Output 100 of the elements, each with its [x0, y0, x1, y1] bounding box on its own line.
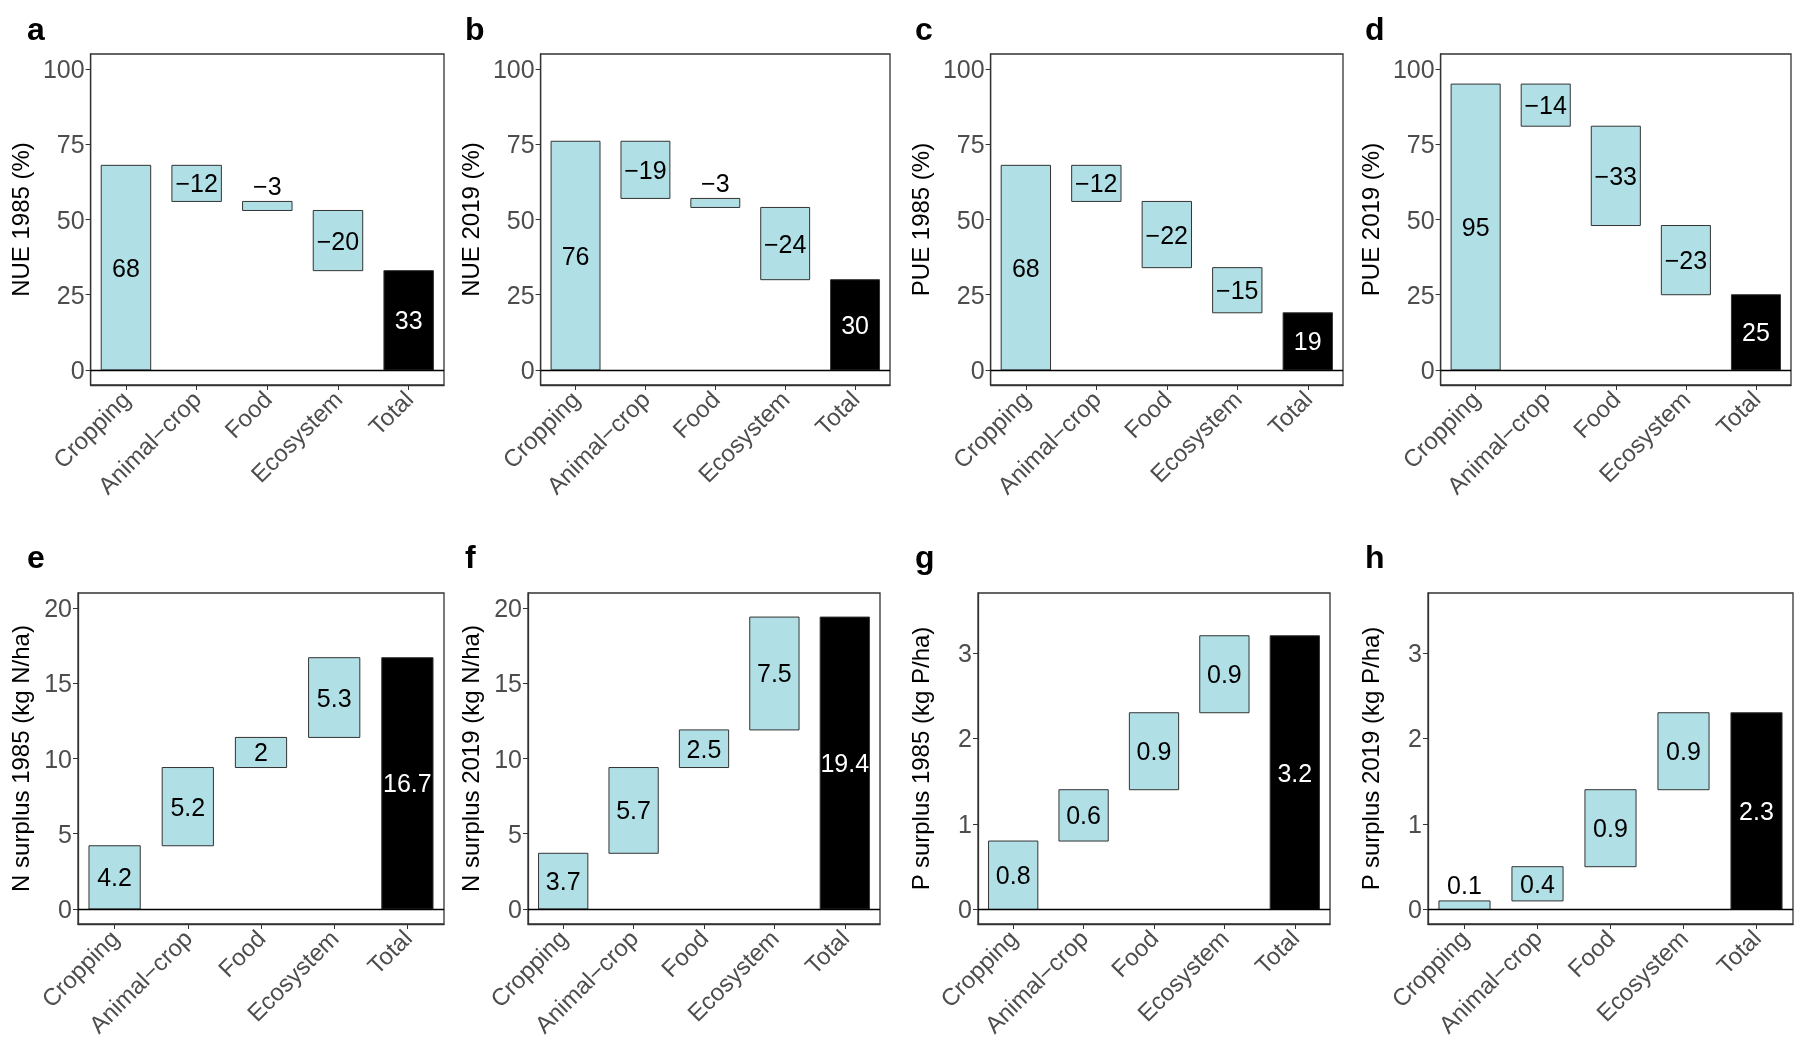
bar: [234, 736, 288, 769]
y-axis-title: NUE 1985 (%): [6, 142, 34, 297]
y-tick-label: 0: [1420, 355, 1435, 384]
y-axis-title: P surplus 2019 (kg P/ha): [1356, 626, 1384, 891]
y-tick-label: 0: [970, 355, 985, 384]
data-label: 25: [1742, 318, 1770, 347]
y-tick-label: 50: [506, 205, 535, 234]
y-axis-title: P surplus 1985 (kg P/ha): [906, 626, 934, 891]
data-label: 0.4: [1520, 869, 1555, 898]
data-label: −12: [1075, 169, 1118, 198]
y-tick-label: 0: [58, 894, 72, 923]
y-tick-label: 1: [1408, 809, 1422, 838]
data-label: 0.9: [1207, 660, 1242, 689]
data-label: −33: [1594, 161, 1638, 190]
y-tick-label: 0: [508, 894, 522, 923]
y-tick-label: 3: [1408, 638, 1422, 667]
y-tick-label: 75: [956, 130, 985, 159]
bar: [690, 197, 741, 208]
data-label: 0.6: [1066, 801, 1101, 830]
data-label: −23: [1664, 246, 1708, 275]
data-label: 33: [394, 306, 423, 335]
data-label: 0.1: [1447, 871, 1482, 900]
chart-title: d: [1365, 11, 1385, 47]
y-tick-label: 100: [42, 55, 85, 84]
data-label: 2: [254, 738, 268, 767]
data-label: 2.5: [686, 734, 722, 763]
chart-title: c: [915, 11, 933, 47]
bar: [1058, 789, 1109, 842]
data-label: 4.2: [97, 863, 132, 892]
bar: [538, 852, 589, 910]
chart-title: h: [1365, 539, 1385, 575]
y-tick-label: 50: [56, 205, 85, 234]
y-tick-label: 100: [942, 55, 985, 84]
bar: [1438, 900, 1491, 910]
bar: [1584, 789, 1637, 868]
bar: [620, 140, 671, 199]
y-tick-label: 75: [506, 130, 535, 159]
data-label: −3: [701, 168, 730, 197]
y-tick-label: 25: [956, 280, 985, 309]
y-axis-title: NUE 2019 (%): [456, 142, 484, 297]
y-tick-label: 10: [44, 744, 72, 773]
chart-title: a: [27, 11, 45, 47]
y-tick-label: 25: [506, 280, 535, 309]
y-tick-label: 50: [956, 205, 985, 234]
chart-title: g: [915, 539, 935, 575]
bar: [1199, 635, 1250, 714]
y-tick-label: 2: [1408, 724, 1422, 753]
data-label: 68: [112, 253, 140, 282]
y-tick-label: 25: [56, 280, 85, 309]
bar: [1212, 267, 1263, 314]
bar: [760, 206, 811, 281]
chart-title: e: [27, 539, 45, 575]
data-label: 68: [1011, 253, 1040, 282]
bar: [1000, 164, 1052, 371]
y-tick-label: 0: [958, 895, 972, 924]
chart-title: b: [465, 11, 485, 47]
data-label: 76: [561, 241, 590, 270]
bar: [1450, 83, 1501, 371]
y-axis-title: PUE 2019 (%): [1356, 142, 1384, 297]
data-label: −20: [316, 226, 360, 255]
data-label: 3.7: [545, 867, 581, 896]
bar: [308, 657, 361, 738]
bar: [88, 845, 141, 910]
data-label: 0.9: [1666, 737, 1701, 766]
chart-title: f: [465, 539, 476, 575]
y-tick-label: 5: [58, 819, 72, 848]
data-label: 2.3: [1739, 797, 1774, 826]
data-label: −3: [253, 171, 282, 200]
data-label: −24: [763, 229, 807, 258]
y-tick-label: 100: [1392, 55, 1435, 84]
bar: [550, 140, 601, 371]
data-label: −22: [1145, 220, 1189, 249]
data-label: 19.4: [820, 749, 870, 778]
data-label: 5.3: [316, 683, 352, 712]
data-label: 95: [1461, 213, 1490, 242]
bar: [100, 164, 152, 371]
data-label: 30: [841, 310, 869, 339]
data-label: 0.9: [1593, 814, 1628, 843]
y-tick-label: 10: [494, 744, 522, 773]
bar: [1141, 200, 1192, 269]
bar: [1128, 712, 1180, 791]
data-label: −14: [1524, 91, 1568, 120]
y-tick-label: 2: [958, 724, 972, 753]
y-tick-label: 15: [44, 669, 72, 698]
y-tick-label: 0: [520, 355, 535, 384]
data-label: 0.9: [1136, 737, 1172, 766]
bar: [1590, 125, 1641, 227]
data-label: 3.2: [1277, 758, 1313, 787]
bar: [749, 616, 800, 731]
y-axis-title: PUE 1985 (%): [906, 142, 934, 297]
data-label: 19: [1293, 327, 1322, 356]
data-label: 7.5: [757, 659, 792, 688]
y-tick-label: 3: [958, 638, 972, 667]
bar: [1657, 712, 1710, 791]
bar: [312, 209, 364, 272]
bar: [1660, 225, 1711, 296]
y-tick-label: 75: [56, 130, 85, 159]
data-label: 5.7: [616, 796, 651, 825]
y-tick-label: 5: [508, 819, 522, 848]
y-tick-label: 0: [70, 355, 85, 384]
